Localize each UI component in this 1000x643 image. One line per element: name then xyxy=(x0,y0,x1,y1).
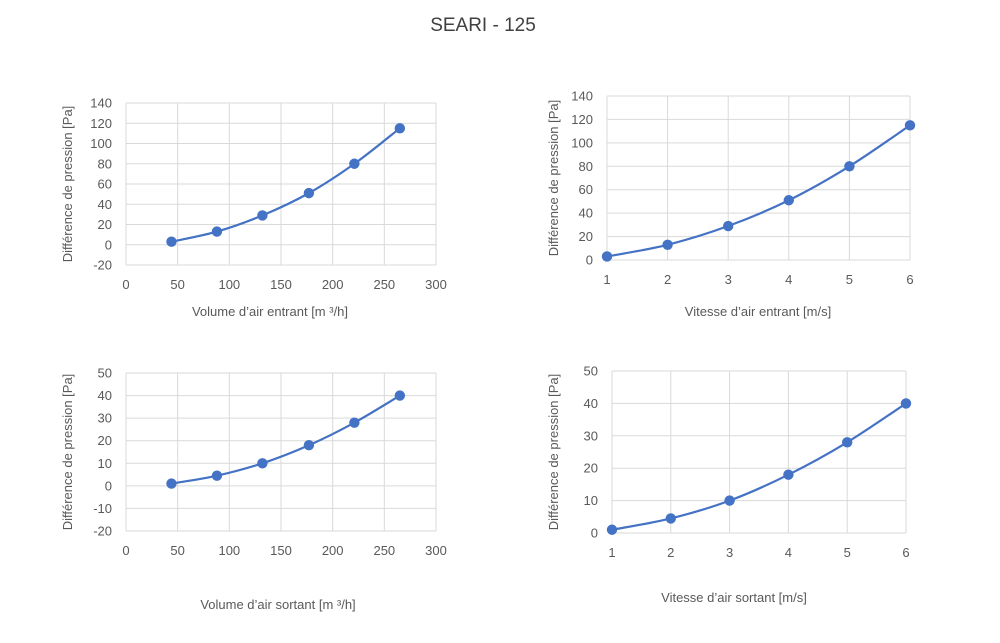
y-tick-label: 10 xyxy=(584,493,598,508)
x-tick-label: 200 xyxy=(322,277,344,292)
x-tick-label: 2 xyxy=(664,272,671,287)
x-axis-title: Volume d’air sortant [m ³/h] xyxy=(200,597,355,612)
data-point xyxy=(349,158,360,169)
y-tick-label: 80 xyxy=(579,159,593,174)
y-tick-label: 100 xyxy=(571,135,593,150)
y-tick-label: 40 xyxy=(579,206,593,221)
x-axis-title: Vitesse d’air entrant [m/s] xyxy=(685,304,831,319)
chart-2: 0 20 40 60 80 100 120 140 1 2 3 4 5 6 Vitesse d’air en… xyxy=(546,89,916,319)
x-tick-label: 1 xyxy=(608,545,615,560)
data-point xyxy=(349,417,360,428)
data-point xyxy=(166,478,177,489)
y-tick-label: 120 xyxy=(90,116,112,131)
y-tick-label: 30 xyxy=(98,411,112,426)
x-tick-label: 250 xyxy=(373,543,395,558)
x-tick-label: 150 xyxy=(270,277,292,292)
x-tick-label: 3 xyxy=(726,545,733,560)
y-tick-label: 80 xyxy=(98,156,112,171)
y-tick-label: 0 xyxy=(591,526,598,541)
y-tick-label: 60 xyxy=(98,177,112,192)
data-point xyxy=(904,120,916,131)
data-point xyxy=(724,495,735,506)
data-point xyxy=(783,469,794,480)
x-tick-label: 2 xyxy=(667,545,674,560)
data-point xyxy=(844,161,855,172)
y-tick-label: 0 xyxy=(586,253,593,268)
y-tick-label: 60 xyxy=(579,182,593,197)
y-axis-title: Différence de pression [Pa] xyxy=(60,106,75,263)
series-line xyxy=(171,394,401,485)
data-point xyxy=(257,458,268,469)
y-tick-label: -20 xyxy=(93,258,112,273)
y-tick-label: 40 xyxy=(98,388,112,403)
data-point xyxy=(606,524,618,535)
x-axis-title: Vitesse d’air sortant [m/s] xyxy=(661,590,807,605)
x-tick-label: 100 xyxy=(218,543,240,558)
x-axis-title: Volume d’air entrant [m ³/h] xyxy=(192,304,348,319)
data-point xyxy=(723,220,734,232)
x-tick-label: 1 xyxy=(603,272,610,287)
figure-title: SEARI - 125 xyxy=(430,15,536,36)
data-point xyxy=(394,123,406,134)
y-tick-label: 0 xyxy=(105,478,112,493)
data-point xyxy=(783,195,794,206)
x-tick-label: 6 xyxy=(902,545,909,560)
x-tick-label: 150 xyxy=(270,543,292,558)
data-point xyxy=(303,440,315,451)
x-tick-label: 5 xyxy=(846,272,853,287)
x-tick-label: 300 xyxy=(425,543,447,558)
data-point xyxy=(211,226,223,237)
chart-3: -20 -10 0 10 20 30 40 50 0 50 100 150 200 250 300 Volum… xyxy=(60,366,447,613)
x-tick-label: 3 xyxy=(725,272,732,287)
y-tick-label: 40 xyxy=(584,396,598,411)
data-point xyxy=(166,236,177,247)
x-tick-label: 200 xyxy=(322,543,344,558)
data-point xyxy=(665,513,676,524)
x-tick-label: 6 xyxy=(906,272,913,287)
data-point xyxy=(900,398,912,409)
data-point xyxy=(394,390,406,401)
y-tick-label: 20 xyxy=(579,229,593,244)
chart-4: 0 10 20 30 40 50 1 2 3 4 5 6 Vitesse d’air sortant [… xyxy=(546,364,912,605)
y-tick-label: 20 xyxy=(98,433,112,448)
y-axis-title: Différence de pression [Pa] xyxy=(546,374,561,531)
y-tick-label: 50 xyxy=(584,364,598,379)
x-tick-label: 0 xyxy=(122,543,129,558)
y-tick-label: 100 xyxy=(90,136,112,151)
y-tick-label: 140 xyxy=(571,89,593,104)
data-point xyxy=(211,470,223,481)
y-tick-label: 30 xyxy=(584,428,598,443)
y-axis-title: Différence de pression [Pa] xyxy=(546,100,561,257)
y-tick-label: -10 xyxy=(93,501,112,516)
y-tick-label: -20 xyxy=(93,524,112,539)
y-tick-label: 50 xyxy=(98,366,112,381)
y-tick-label: 0 xyxy=(105,237,112,252)
chart-1: -20 0 20 40 60 80 100 120 140 0 50 100 150 200 250 300 V… xyxy=(60,96,447,320)
data-point xyxy=(257,210,268,221)
y-tick-label: 20 xyxy=(584,461,598,476)
data-point xyxy=(303,187,315,199)
x-tick-label: 0 xyxy=(122,277,129,292)
data-point xyxy=(662,239,673,250)
x-tick-label: 4 xyxy=(785,272,792,287)
series-line xyxy=(611,402,907,531)
x-tick-label: 4 xyxy=(785,545,792,560)
x-tick-label: 250 xyxy=(373,277,395,292)
y-axis-title: Différence de pression [Pa] xyxy=(60,374,75,531)
x-tick-label: 300 xyxy=(425,277,447,292)
y-tick-label: 10 xyxy=(98,456,112,471)
x-tick-label: 100 xyxy=(218,277,240,292)
x-tick-label: 50 xyxy=(170,543,184,558)
x-tick-label: 5 xyxy=(844,545,851,560)
data-point xyxy=(601,251,613,262)
data-point xyxy=(842,437,853,448)
y-tick-label: 120 xyxy=(571,112,593,127)
x-tick-label: 50 xyxy=(170,277,184,292)
y-tick-label: 20 xyxy=(98,217,112,232)
y-tick-label: 40 xyxy=(98,197,112,212)
y-tick-label: 140 xyxy=(90,96,112,111)
